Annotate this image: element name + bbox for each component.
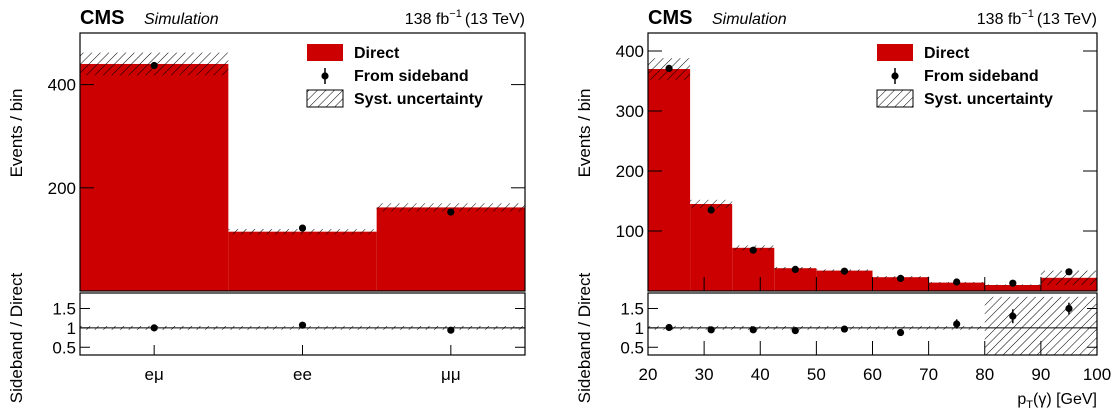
- sideband-point: [953, 278, 961, 286]
- y-axis-title: Events / bin: [7, 89, 26, 178]
- x-tick-label: 60: [863, 365, 882, 384]
- x-tick-label: 80: [975, 365, 994, 384]
- ratio-y-tick-label: 1.5: [620, 300, 644, 319]
- x-axis-label-sub: T: [1026, 399, 1033, 411]
- x-tick-label: 70: [919, 365, 938, 384]
- direct-bar: [80, 63, 229, 292]
- sideband-point: [1065, 268, 1073, 276]
- legend-swatch-direct: [877, 44, 913, 61]
- lumi-value: 138 fb: [977, 11, 1022, 28]
- sideband-point: [707, 206, 715, 214]
- x-axis-label-main: p: [1017, 391, 1026, 408]
- ratio-point: [749, 326, 757, 334]
- sideband-point: [150, 61, 158, 70]
- sideband-point: [447, 208, 455, 216]
- legend-swatch-syst: [306, 89, 344, 108]
- x-tick-label: 100: [1083, 365, 1111, 384]
- syst-hatch: [376, 203, 525, 212]
- ratio-point: [707, 326, 715, 334]
- sideband-point: [1009, 279, 1017, 287]
- sideband-point: [840, 267, 849, 275]
- legend-label-syst: Syst. uncertainty: [354, 91, 483, 108]
- syst-hatch: [690, 199, 733, 209]
- ratio-syst-hatch: [984, 296, 1041, 355]
- sideband-point: [665, 64, 673, 72]
- ratio-point: [840, 325, 849, 333]
- ratio-point: [1009, 312, 1017, 320]
- direct-bar: [928, 282, 985, 291]
- ratio-y-tick-label: 1.5: [52, 300, 76, 319]
- x-tick-label: 50: [807, 365, 826, 384]
- legend-swatch-sideband: [321, 72, 329, 80]
- ratio-point: [896, 328, 905, 337]
- ratio-point: [447, 326, 455, 334]
- direct-bar: [690, 204, 733, 291]
- x-axis-label: pT(γ) [GeV]: [1017, 391, 1097, 411]
- x-category-label: eμ: [145, 365, 164, 384]
- legend-label-sideband: From sideband: [354, 68, 469, 85]
- direct-bar: [376, 207, 525, 291]
- sideband-point: [896, 274, 905, 282]
- lumi-label: 138 fb−1 (13 TeV): [405, 8, 525, 28]
- x-tick-label: 40: [751, 365, 770, 384]
- direct-bar: [984, 285, 1041, 291]
- ratio-y-tick-label: 0.5: [52, 338, 76, 357]
- sideband-point: [791, 265, 799, 273]
- x-tick-label: 30: [695, 365, 714, 384]
- experiment-sub-label: Simulation: [712, 11, 787, 28]
- ratio-y-tick-label: 1: [67, 319, 76, 338]
- direct-bar: [816, 270, 873, 291]
- x-tick-label: 20: [639, 365, 658, 384]
- ratio-point: [791, 326, 799, 335]
- ratio-point: [1065, 304, 1073, 313]
- y-tick-label: 400: [616, 42, 644, 61]
- energy-label: (13 TeV): [465, 11, 525, 28]
- y-tick-label: 200: [48, 179, 76, 198]
- lumi-exponent: −1: [449, 8, 462, 20]
- y-tick-label: 300: [616, 102, 644, 121]
- experiment-label: CMS: [80, 7, 124, 29]
- sideband-point: [749, 246, 757, 254]
- y-tick-label: 100: [616, 222, 644, 241]
- direct-bar: [648, 69, 691, 291]
- ratio-y-axis-title: Sideband / Direct: [7, 273, 26, 404]
- legend-label-direct: Direct: [354, 45, 400, 62]
- direct-bar: [872, 277, 929, 291]
- ratio-point: [150, 324, 158, 332]
- x-axis-label-rest: (γ) [GeV]: [1033, 391, 1097, 408]
- main-frame: [79, 32, 526, 292]
- y-axis-title: Events / bin: [575, 89, 594, 178]
- direct-bar: [228, 231, 377, 291]
- ratio-y-axis-title: Sideband / Direct: [575, 273, 594, 404]
- direct-bar: [732, 247, 775, 291]
- x-category-label: ee: [293, 365, 312, 384]
- ratio-y-tick-label: 1: [635, 319, 644, 338]
- sideband-point: [298, 224, 307, 232]
- direct-bar: [774, 268, 817, 291]
- x-category-label: μμ: [441, 365, 461, 384]
- syst-hatch: [228, 229, 377, 235]
- legend-swatch-sideband: [891, 72, 899, 80]
- experiment-label: CMS: [648, 7, 692, 29]
- legend-label-sideband: From sideband: [924, 68, 1039, 85]
- ratio-y-tick-label: 0.5: [620, 338, 644, 357]
- legend-label-syst: Syst. uncertainty: [924, 91, 1053, 108]
- ratio-point: [665, 323, 673, 332]
- experiment-sub-label: Simulation: [144, 11, 219, 28]
- legend-label-direct: Direct: [924, 45, 970, 62]
- lumi-exponent: −1: [1021, 8, 1034, 20]
- y-tick-label: 200: [616, 162, 644, 181]
- x-tick-label: 90: [1031, 365, 1050, 384]
- y-tick-label: 400: [48, 76, 76, 95]
- legend-swatch-direct: [307, 44, 343, 61]
- syst-hatch: [1040, 270, 1097, 285]
- lumi-label: 138 fb−1 (13 TeV): [977, 8, 1097, 28]
- lumi-value: 138 fb: [405, 11, 450, 28]
- energy-label: (13 TeV): [1037, 11, 1097, 28]
- ratio-point: [953, 320, 961, 328]
- legend-swatch-syst: [876, 89, 914, 108]
- ratio-point: [298, 321, 307, 329]
